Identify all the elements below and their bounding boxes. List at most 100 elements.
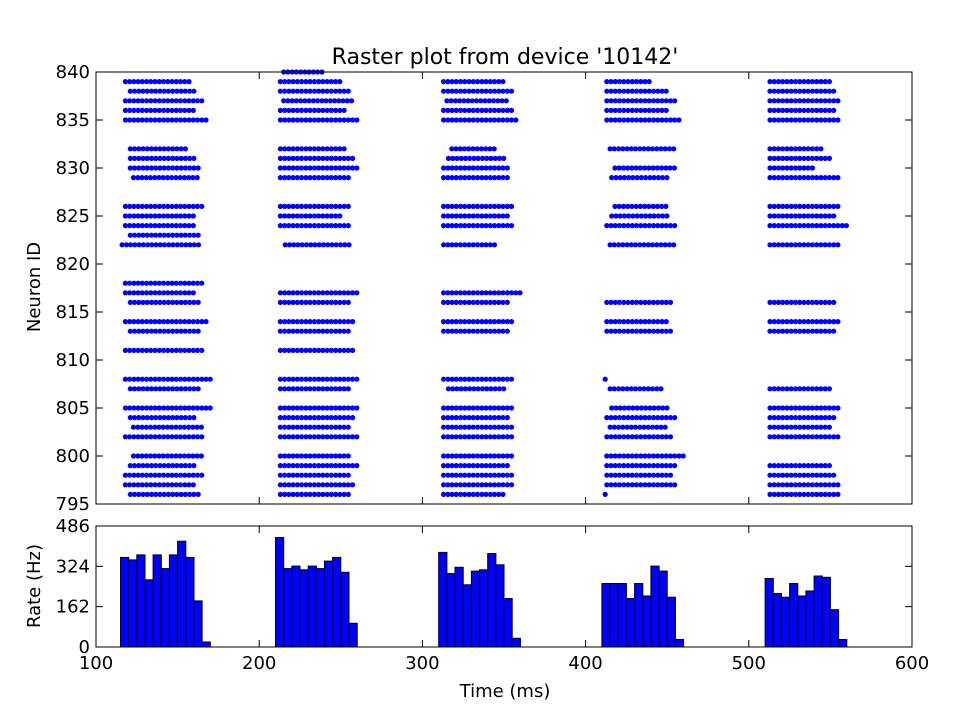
spike-dot — [625, 415, 631, 421]
spike-dot — [797, 155, 803, 161]
spike-dot — [784, 155, 790, 161]
spike-dot — [780, 463, 786, 469]
spike-dot — [186, 376, 192, 382]
spike-dot — [127, 472, 133, 478]
spike-dot — [805, 386, 811, 392]
spike-dot — [186, 482, 192, 488]
spike-dot — [324, 328, 330, 334]
spike-dot — [491, 290, 498, 296]
spike-dot — [504, 453, 510, 459]
spike-dot — [319, 98, 325, 104]
spike-dot — [165, 107, 171, 113]
spike-dot — [466, 415, 472, 421]
spike-dot — [646, 88, 652, 94]
spike-dot — [156, 175, 162, 181]
spike-dot — [199, 280, 205, 286]
spike-dot — [462, 386, 469, 392]
spike-dot — [826, 328, 833, 334]
spike-dot — [835, 482, 841, 488]
spike-dot — [139, 213, 145, 219]
spike-dot — [835, 242, 841, 248]
spike-dot — [466, 376, 472, 382]
spike-dot — [646, 463, 652, 469]
spike-dot — [767, 175, 773, 181]
spike-dot — [818, 328, 824, 334]
spike-dot — [809, 117, 816, 123]
spike-dot — [139, 376, 145, 382]
spike-dot — [286, 347, 292, 353]
spike-dot — [148, 155, 155, 161]
spike-dot — [491, 405, 498, 411]
spike-dot — [341, 223, 347, 229]
spike-dot — [341, 117, 347, 123]
spike-dot — [177, 290, 184, 296]
spike-dot — [483, 453, 489, 459]
spike-dot — [139, 107, 145, 113]
spike-dot — [337, 88, 343, 94]
spike-dot — [286, 472, 292, 478]
spike-dot — [311, 405, 317, 411]
spike-dot — [633, 415, 640, 421]
rate-bar — [601, 583, 611, 648]
spike-dot — [659, 117, 665, 123]
spike-dot — [500, 117, 506, 123]
spike-dot — [479, 242, 485, 248]
spike-dot — [835, 223, 841, 229]
spike-dot — [337, 491, 343, 497]
spike-dot — [788, 203, 794, 209]
spike-dot — [792, 424, 799, 430]
spike-dot — [131, 117, 137, 123]
spike-dot — [187, 415, 193, 421]
spike-dot — [801, 386, 807, 392]
spike-dot — [345, 347, 351, 353]
spike-dot — [140, 165, 146, 171]
spike-dot — [663, 415, 669, 421]
spike-dot — [152, 280, 158, 286]
spike-dot — [499, 98, 505, 104]
spike-dot — [784, 386, 790, 392]
spike-dot — [475, 117, 481, 123]
spike-dot — [805, 482, 811, 488]
spike-dot — [784, 107, 790, 113]
spike-dot — [500, 319, 506, 325]
spike-dot — [771, 155, 777, 161]
spike-dot — [341, 482, 347, 488]
spike-dot — [307, 453, 313, 459]
spike-dot — [181, 424, 188, 430]
spike-dot — [147, 175, 154, 181]
spike-dot — [621, 453, 627, 459]
spike-dot — [814, 79, 820, 85]
spike-dot — [177, 434, 184, 440]
spike-dot — [479, 328, 485, 334]
spike-dot — [320, 472, 326, 478]
spike-dot — [277, 165, 283, 171]
spike-dot — [144, 482, 150, 488]
spike-dot — [792, 299, 799, 305]
spike-dot — [282, 290, 288, 296]
spike-dot — [341, 88, 347, 94]
spike-dot — [775, 203, 782, 209]
spike-dot — [491, 223, 498, 229]
spike-dot — [350, 117, 356, 123]
spike-dot — [316, 415, 322, 421]
spike-dot — [345, 290, 351, 296]
spike-dot — [328, 482, 334, 488]
spike-dot — [642, 472, 648, 478]
spike-dot — [290, 107, 296, 113]
spike-dot — [487, 203, 493, 209]
spike-dot — [199, 98, 205, 104]
spike-dot — [290, 146, 296, 152]
spike-dot — [144, 232, 150, 238]
spike-dot — [445, 453, 451, 459]
spike-dot — [198, 424, 204, 430]
spike-dot — [282, 117, 288, 123]
spike-dot — [797, 242, 803, 248]
spike-dot — [161, 386, 167, 392]
spike-dot — [135, 117, 141, 123]
spike-dot — [161, 319, 167, 325]
spike-dot — [307, 424, 313, 430]
spike-dot — [667, 165, 673, 171]
spike-dot — [646, 107, 652, 113]
spike-dot — [638, 299, 644, 305]
spike-dot — [784, 146, 790, 152]
